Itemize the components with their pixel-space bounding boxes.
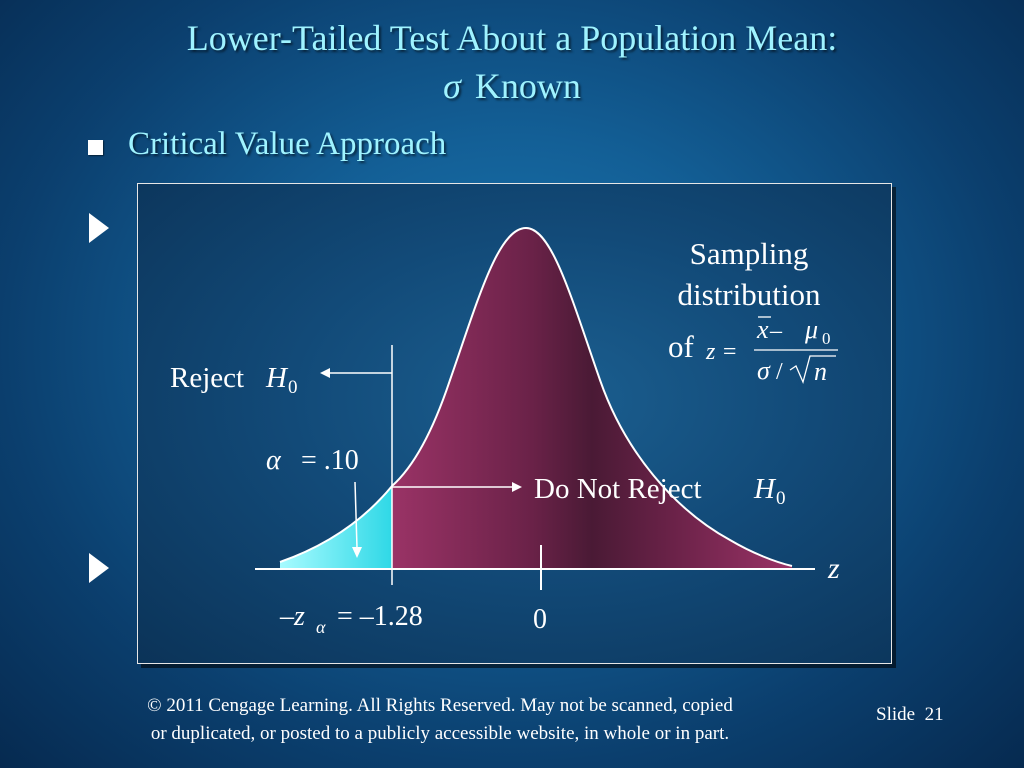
rejection-region — [280, 486, 392, 568]
dnr-h-sub: 0 — [776, 488, 786, 509]
alpha-value: = .10 — [301, 445, 359, 476]
reject-arrow-head — [320, 368, 330, 378]
sampling-label-of: of — [668, 329, 695, 364]
formula-slash: / — [776, 359, 783, 385]
footer-line1: © 2011 Cengage Learning. All Rights Rese… — [147, 695, 733, 716]
reject-h-sub: 0 — [288, 377, 298, 398]
copyright-footer: © 2011 Cengage Learning. All Rights Rese… — [0, 692, 880, 748]
slide-title-line1: Lower-Tailed Test About a Population Mea… — [186, 18, 838, 58]
formula-mu: μ — [804, 315, 818, 344]
alpha-pointer-line — [354, 481, 358, 549]
formula-lhs: z = — [705, 339, 738, 365]
do-not-reject-region — [392, 228, 792, 568]
alpha-symbol: α — [266, 445, 282, 476]
do-not-reject-label: Do Not Reject — [534, 473, 702, 505]
bullet-critical-value: Critical Value Approach — [128, 126, 447, 162]
formula-xbar: x — [756, 315, 769, 344]
sigma-symbol: σ — [443, 66, 461, 106]
slide-number: Slide 21 — [876, 704, 944, 726]
formula-mu-sub: 0 — [822, 329, 831, 348]
critical-prefix: –z — [279, 601, 305, 632]
square-bullet-icon — [88, 140, 103, 155]
z-axis-label: z — [827, 552, 840, 585]
reject-h: H — [265, 362, 289, 394]
dnr-h: H — [753, 473, 777, 505]
sampling-label-line2: distribution — [678, 277, 821, 312]
formula-n: n — [814, 357, 827, 386]
sampling-label-line1: Sampling — [690, 236, 809, 271]
formula-minus: – — [769, 318, 783, 344]
do-not-reject-arrow-head — [512, 482, 522, 492]
alpha-pointer-head — [352, 547, 362, 558]
critical-value: = –1.28 — [337, 601, 423, 632]
formula-sigma: σ — [757, 356, 771, 385]
slide-label: Slide — [876, 704, 916, 725]
slide-number-value: 21 — [924, 704, 944, 725]
triangle-bullet-icon — [89, 213, 109, 243]
critical-sub: α — [316, 617, 326, 637]
title-known: Known — [474, 66, 581, 106]
zero-label: 0 — [533, 604, 547, 635]
footer-line2: or duplicated, or posted to a publicly a… — [150, 723, 730, 744]
reject-label: Reject — [170, 362, 244, 394]
sqrt-radical — [789, 355, 836, 384]
slide-title-line2: σ Known — [0, 64, 1024, 108]
triangle-bullet-icon — [89, 553, 109, 583]
